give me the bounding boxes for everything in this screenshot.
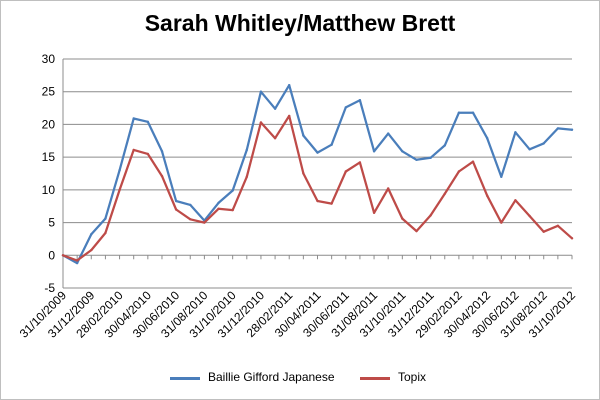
data-point-1-28 <box>457 170 461 173</box>
data-point-1-27 <box>443 192 446 195</box>
data-point-0-6 <box>146 120 149 124</box>
data-point-0-11 <box>217 201 220 205</box>
data-point-0-20 <box>344 106 347 109</box>
data-point-1-2 <box>90 248 93 252</box>
data-point-1-3 <box>104 231 107 235</box>
data-point-0-31 <box>500 175 503 178</box>
data-point-0-34 <box>542 142 545 145</box>
data-point-0-33 <box>528 148 531 151</box>
data-point-1-30 <box>486 194 489 197</box>
data-point-1-29 <box>471 160 475 163</box>
y-tick-label-1: 0 <box>48 248 55 262</box>
data-point-0-8 <box>174 199 178 203</box>
data-point-0-28 <box>457 111 461 114</box>
data-point-1-6 <box>146 152 149 156</box>
y-tick-label-4: 15 <box>42 150 56 164</box>
axes <box>62 59 573 288</box>
data-point-0-15 <box>273 107 277 110</box>
data-point-0-3 <box>104 217 107 220</box>
data-point-1-35 <box>556 224 560 227</box>
data-point-1-12 <box>231 208 234 212</box>
data-point-1-23 <box>387 187 390 190</box>
data-point-0-19 <box>330 143 333 146</box>
data-point-0-13 <box>245 148 248 152</box>
data-point-0-9 <box>189 203 192 207</box>
data-point-1-7 <box>160 174 164 178</box>
data-point-0-24 <box>401 150 404 153</box>
data-point-1-9 <box>189 218 192 221</box>
legend: Baillie Gifford Japanese Topix <box>170 370 470 386</box>
data-point-1-26 <box>429 214 432 217</box>
data-point-1-20 <box>344 170 347 173</box>
legend-swatch-0 <box>170 377 200 380</box>
data-point-0-27 <box>443 144 446 147</box>
data-point-1-25 <box>415 229 418 233</box>
legend-label-0: Baillie Gifford Japanese <box>208 370 335 384</box>
data-point-0-1 <box>75 261 79 265</box>
data-point-1-19 <box>330 202 333 205</box>
data-point-0-18 <box>316 151 319 154</box>
data-point-1-33 <box>528 214 531 218</box>
data-point-0-32 <box>514 131 517 134</box>
data-point-0-17 <box>302 134 305 137</box>
data-point-0-26 <box>429 156 432 159</box>
data-point-1-10 <box>203 221 206 224</box>
data-point-1-4 <box>118 188 121 192</box>
data-point-1-14 <box>259 121 263 124</box>
chart-title: Sarah Whitley/Matthew Brett <box>144 10 456 36</box>
data-point-0-12 <box>231 189 234 192</box>
data-point-1-5 <box>132 148 135 152</box>
data-point-1-18 <box>316 199 319 203</box>
data-point-1-36 <box>570 237 574 240</box>
data-point-1-21 <box>358 161 362 164</box>
data-point-0-14 <box>259 90 263 93</box>
y-tick-label-6: 25 <box>42 85 56 99</box>
y-tick-label-0: -5 <box>44 281 55 295</box>
x-tick-labels: 31/10/200931/12/200928/02/201030/04/2010… <box>17 288 579 341</box>
y-tick-labels: -5 0 5 10 15 20 25 30 <box>42 52 56 295</box>
data-point-1-15 <box>273 137 277 140</box>
data-point-1-24 <box>401 217 404 220</box>
data-point-1-1 <box>75 259 79 262</box>
data-point-1-0 <box>61 254 65 257</box>
data-point-1-8 <box>174 208 178 211</box>
data-point-1-11 <box>217 207 220 210</box>
data-point-0-30 <box>486 137 489 140</box>
y-tick-label-5: 20 <box>42 117 56 131</box>
data-point-1-32 <box>514 199 517 202</box>
series-line-1 <box>61 114 574 262</box>
legend-label-1: Topix <box>398 370 427 384</box>
data-point-0-29 <box>471 111 475 114</box>
y-tick-label-7: 30 <box>42 52 56 66</box>
y-tick-label-3: 10 <box>42 183 56 197</box>
series-line-0 <box>61 84 574 265</box>
data-point-0-36 <box>570 128 574 131</box>
data-point-1-22 <box>372 211 376 214</box>
data-point-0-22 <box>372 150 376 153</box>
data-point-0-23 <box>387 132 390 135</box>
data-point-1-31 <box>500 221 503 224</box>
data-point-0-2 <box>90 233 93 236</box>
data-point-1-17 <box>302 172 305 175</box>
series-lines <box>61 84 574 265</box>
data-point-1-13 <box>245 175 248 178</box>
data-point-0-35 <box>556 127 560 130</box>
legend-swatch-1 <box>360 377 390 380</box>
data-point-0-25 <box>415 158 418 161</box>
data-point-1-16 <box>288 114 291 118</box>
y-tick-label-2: 5 <box>48 216 55 230</box>
data-point-1-34 <box>542 230 545 233</box>
gridlines <box>63 58 572 289</box>
data-point-0-16 <box>288 84 291 87</box>
data-point-0-7 <box>160 150 164 153</box>
data-point-0-21 <box>358 99 362 102</box>
data-point-0-5 <box>132 117 135 120</box>
data-point-0-4 <box>118 169 121 172</box>
